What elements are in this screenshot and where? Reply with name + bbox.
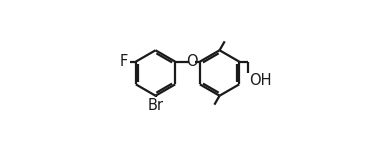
Text: OH: OH [249, 73, 271, 88]
Text: Br: Br [147, 99, 164, 113]
Text: F: F [119, 54, 127, 69]
Text: O: O [186, 54, 198, 69]
